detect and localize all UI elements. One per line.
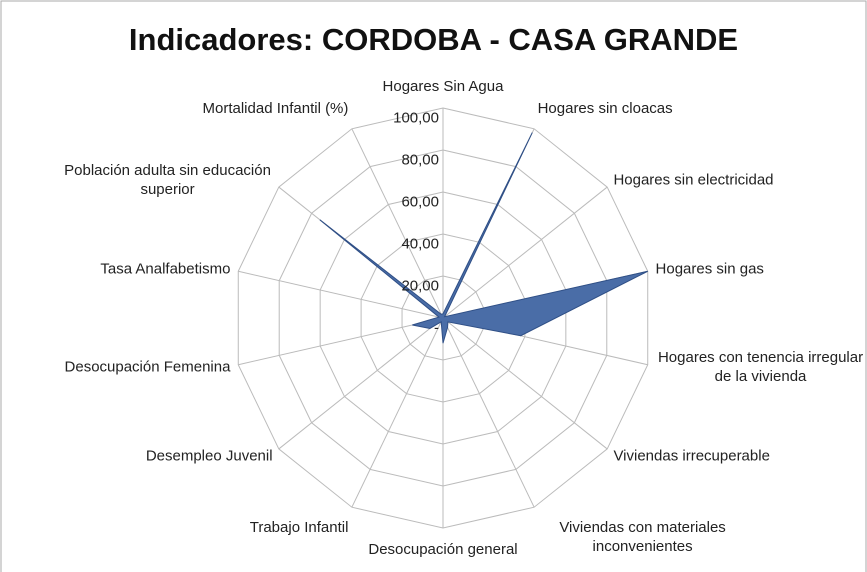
category-label: Viviendas con materiales inconvenientes: [559, 519, 726, 555]
category-label: Mortalidad Infantil (%): [202, 99, 349, 117]
radar-area: [319, 132, 648, 344]
category-label: Población adulta sin educación superior: [64, 161, 271, 198]
radial-tick-label: -: [434, 319, 439, 337]
category-label: Tasa Analfabetismo: [100, 260, 231, 278]
category-label: Viviendas irrecuperable: [613, 447, 770, 465]
category-label: Hogares con tenencia irregular de la viv…: [657, 349, 864, 386]
radial-tick-label: 80,00: [401, 151, 439, 169]
category-label: Hogares sin cloacas: [537, 99, 673, 117]
category-label: Hogares sin gas: [655, 260, 764, 278]
category-label: Hogares sin electricidad: [613, 171, 774, 189]
category-label: Desempleo Juvenil: [145, 447, 273, 465]
spoke: [238, 270, 444, 319]
spoke: [278, 317, 444, 450]
radial-tick-label: 100,00: [393, 109, 439, 127]
spoke: [442, 186, 608, 319]
category-label: Hogares Sin Agua: [382, 78, 504, 95]
radial-tick-label: 60,00: [401, 193, 439, 211]
chart-title: Indicadores: CORDOBA - CASA GRANDE: [128, 22, 739, 57]
spoke: [351, 317, 444, 508]
category-label: Desocupación general: [368, 541, 518, 558]
spoke: [442, 317, 608, 450]
spoke: [238, 317, 444, 366]
radial-tick-label: 40,00: [401, 235, 439, 253]
category-label: Trabajo Infantil: [249, 519, 349, 536]
radial-tick-label: 20,00: [401, 277, 439, 295]
spoke: [442, 317, 535, 508]
category-label: Desocupación Femenina: [64, 358, 231, 376]
spoke: [351, 128, 444, 319]
